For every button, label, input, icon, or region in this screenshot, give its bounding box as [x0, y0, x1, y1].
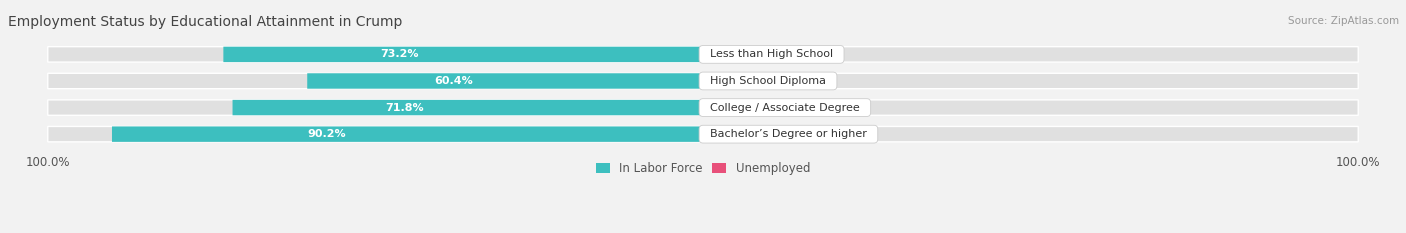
- FancyBboxPatch shape: [232, 100, 703, 115]
- FancyBboxPatch shape: [703, 100, 1358, 115]
- FancyBboxPatch shape: [710, 74, 789, 88]
- Legend: In Labor Force, Unemployed: In Labor Force, Unemployed: [591, 157, 815, 180]
- Text: Less than High School: Less than High School: [703, 49, 841, 59]
- Text: 0.0%: 0.0%: [804, 103, 835, 113]
- Text: 71.8%: 71.8%: [385, 103, 425, 113]
- Text: 60.4%: 60.4%: [434, 76, 472, 86]
- FancyBboxPatch shape: [308, 73, 703, 89]
- FancyBboxPatch shape: [112, 127, 703, 142]
- Text: 0.0%: 0.0%: [804, 129, 835, 139]
- Text: 73.2%: 73.2%: [380, 49, 418, 59]
- Text: College / Associate Degree: College / Associate Degree: [703, 103, 866, 113]
- Text: 2.0%: 2.0%: [804, 76, 835, 86]
- FancyBboxPatch shape: [710, 74, 789, 88]
- FancyBboxPatch shape: [48, 100, 703, 115]
- FancyBboxPatch shape: [48, 47, 703, 62]
- FancyBboxPatch shape: [710, 127, 789, 141]
- FancyBboxPatch shape: [48, 127, 703, 142]
- Text: High School Diploma: High School Diploma: [703, 76, 832, 86]
- FancyBboxPatch shape: [224, 47, 703, 62]
- FancyBboxPatch shape: [703, 127, 1358, 142]
- Text: Employment Status by Educational Attainment in Crump: Employment Status by Educational Attainm…: [8, 15, 402, 29]
- FancyBboxPatch shape: [710, 48, 789, 61]
- Text: Source: ZipAtlas.com: Source: ZipAtlas.com: [1288, 16, 1399, 26]
- FancyBboxPatch shape: [710, 101, 789, 114]
- Text: 0.0%: 0.0%: [804, 49, 835, 59]
- FancyBboxPatch shape: [48, 73, 703, 89]
- Text: 90.2%: 90.2%: [308, 129, 346, 139]
- Text: Bachelor’s Degree or higher: Bachelor’s Degree or higher: [703, 129, 875, 139]
- FancyBboxPatch shape: [703, 73, 1358, 89]
- FancyBboxPatch shape: [703, 47, 1358, 62]
